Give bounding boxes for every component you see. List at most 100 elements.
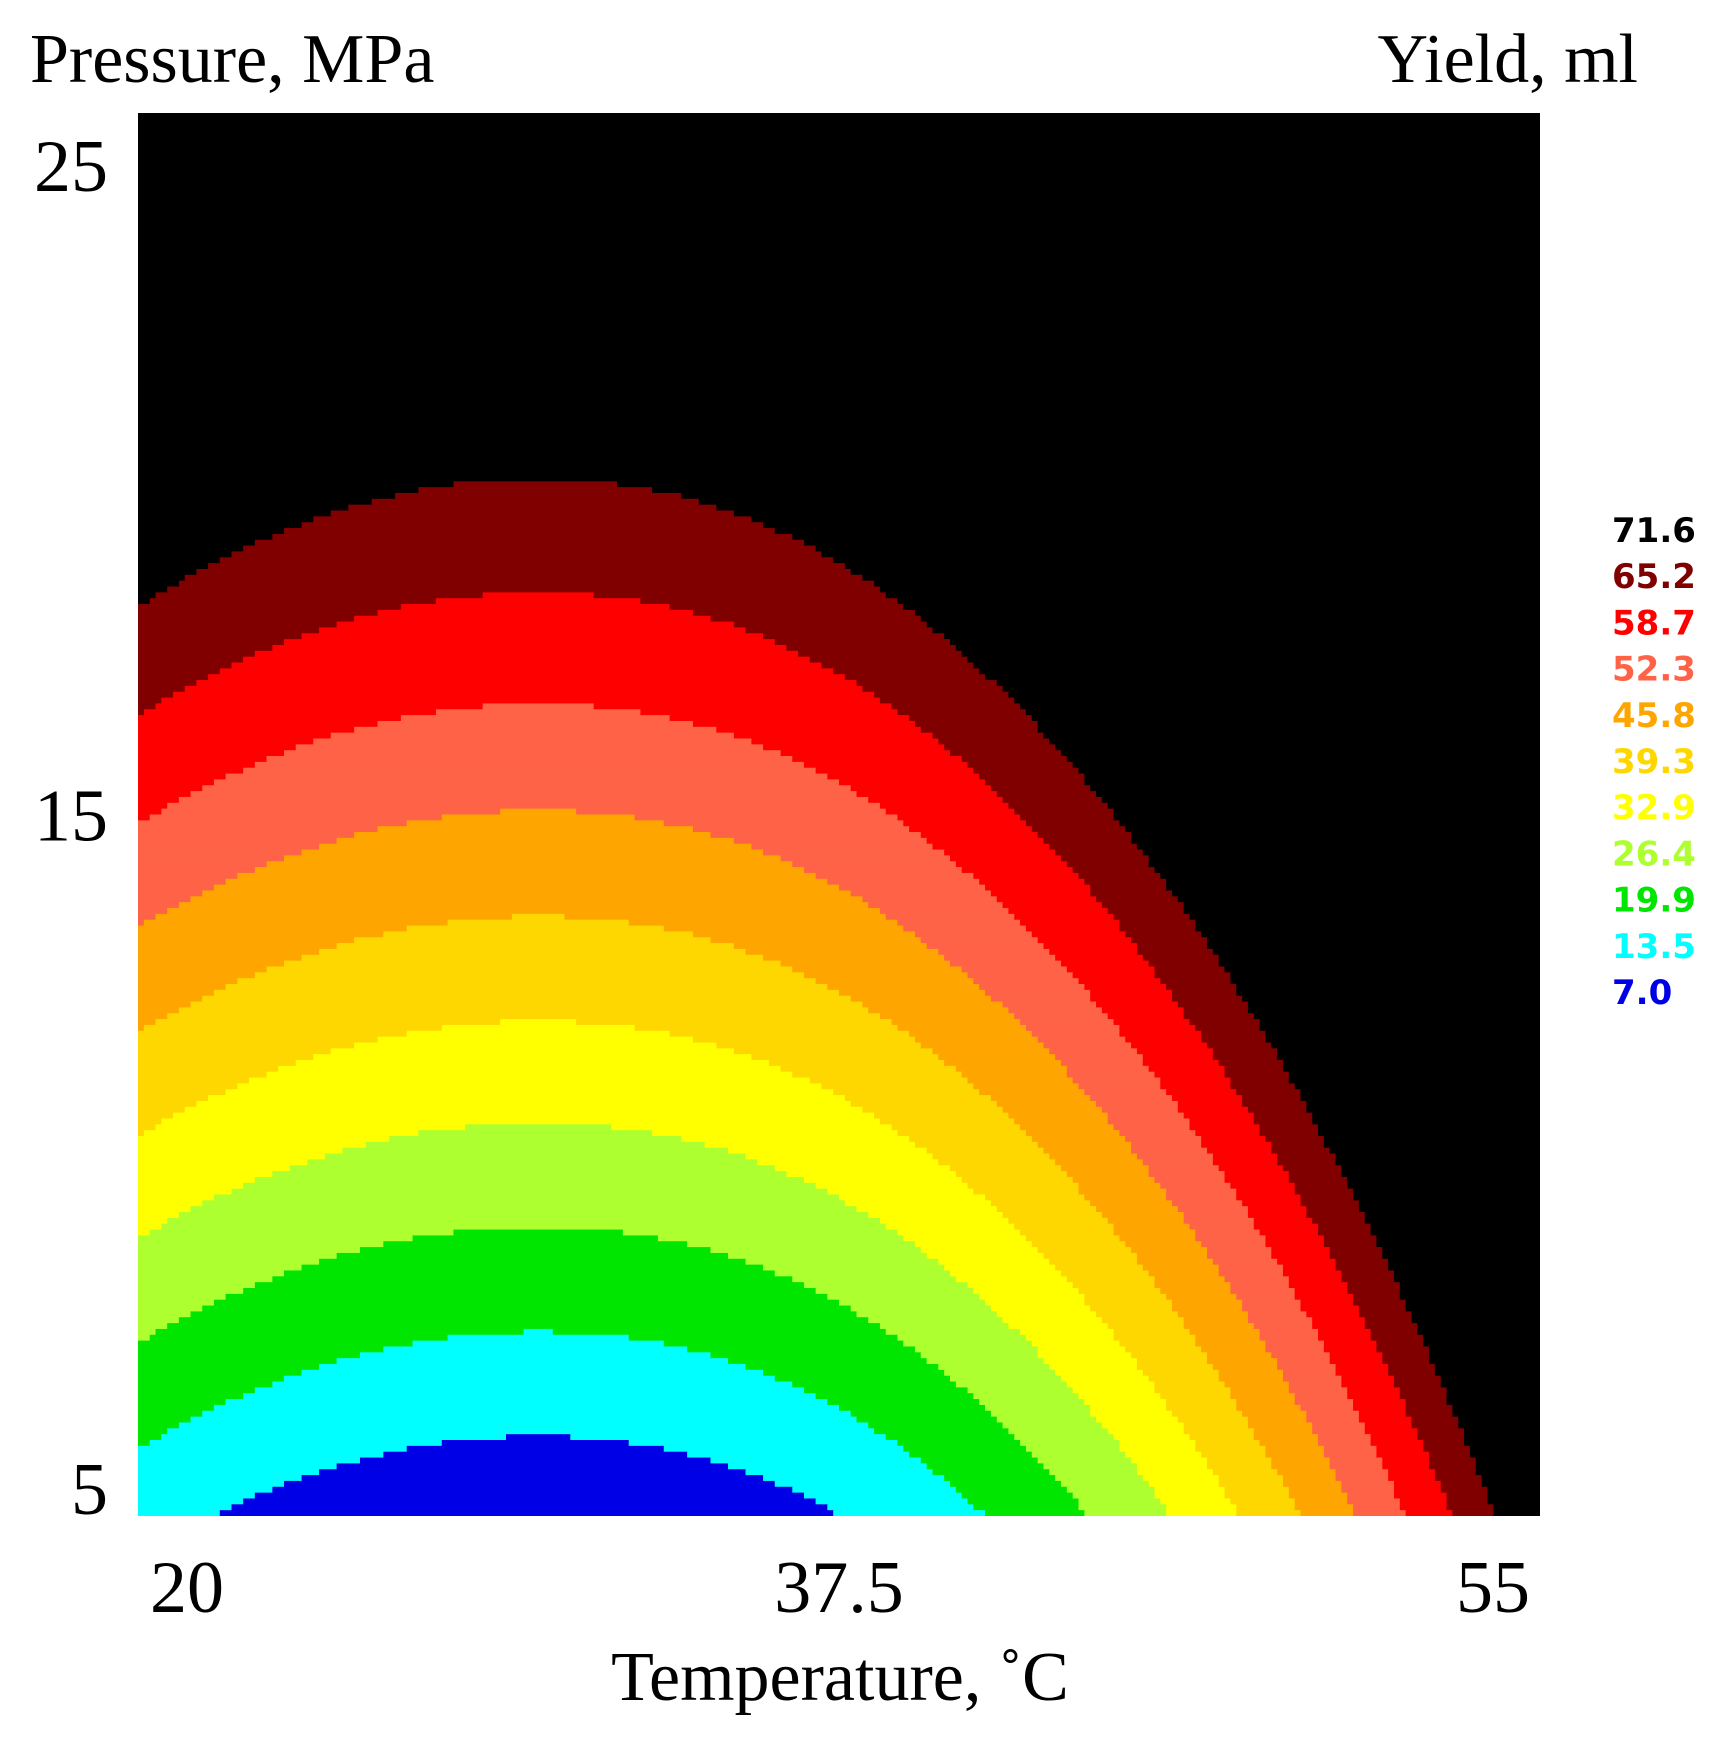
contour-cell: [208, 674, 846, 681]
contour-cell: [1341, 1270, 1395, 1277]
contour-cell: [961, 966, 1068, 973]
contour-cell: [167, 1013, 881, 1020]
contour-cell: [330, 510, 735, 517]
contour-cell: [1166, 1293, 1237, 1301]
legend-level-label: 26.4: [1612, 834, 1696, 874]
contour-cell: [406, 820, 665, 827]
contour-cell: [1306, 1410, 1360, 1418]
contour-cell: [418, 1130, 653, 1137]
contour-cell: [511, 913, 566, 921]
contour-cell: [1253, 1428, 1313, 1435]
contour-cell: [1294, 1293, 1354, 1301]
contour-cell: [447, 919, 630, 927]
contour-cell: [1136, 1358, 1208, 1365]
contour-cell: [763, 1475, 945, 1482]
contour-cell: [1294, 1498, 1348, 1505]
contour-cell: [138, 335, 1540, 342]
contour-cell: [1020, 814, 1115, 821]
legend-level-label: 19.9: [1612, 881, 1696, 921]
legend-level-label: 71.6: [1612, 511, 1696, 551]
contour-cell: [231, 1188, 828, 1196]
contour-cell: [949, 1480, 1062, 1488]
contour-cell: [1148, 1270, 1220, 1277]
contour-cell: [1119, 1340, 1196, 1348]
contour-cell: [552, 1328, 887, 1336]
contour-cell: [138, 212, 1540, 219]
contour-cell: [354, 726, 717, 734]
contour-cell: [138, 796, 180, 804]
contour-cell: [733, 621, 928, 629]
contour-cell: [1218, 954, 1540, 962]
contour-cell: [1306, 1206, 1360, 1213]
contour-cell: [862, 1106, 1004, 1114]
contour-cell: [1393, 1381, 1442, 1388]
contour-cell: [202, 785, 852, 792]
contour-cell: [138, 720, 379, 728]
contour-cell: [1060, 750, 1540, 757]
contour-cell: [1247, 1212, 1307, 1219]
contour-cell: [412, 1340, 665, 1348]
contour-cell: [897, 709, 1027, 716]
contour-cell: [1230, 1387, 1290, 1394]
contour-cell: [973, 1393, 1080, 1400]
contour-cell: [1055, 1369, 1144, 1377]
contour-cell: [897, 919, 1021, 927]
contour-cell: [1353, 1293, 1401, 1301]
legend-level-label: 13.5: [1612, 927, 1696, 967]
contour-cell: [803, 1492, 963, 1500]
contour-cell: [138, 1188, 233, 1196]
contour-cell: [1154, 1276, 1226, 1283]
contour-cell: [1218, 1060, 1284, 1067]
contour-cell: [1090, 890, 1173, 897]
contour-cell: [920, 1247, 1039, 1254]
contour-cell: [944, 633, 1540, 640]
contour-cell: [278, 1065, 782, 1073]
contour-cell: [1084, 1293, 1167, 1301]
contour-cell: [1370, 1440, 1424, 1447]
contour-cell: [138, 481, 455, 488]
contour-cell: [1037, 1141, 1132, 1149]
contour-cell: [938, 1258, 1050, 1266]
contour-cell: [138, 639, 285, 646]
contour-cell: [266, 966, 793, 973]
contour-cell: [1236, 989, 1540, 997]
contour-cell: [1096, 896, 1179, 903]
contour-cell: [938, 948, 1050, 956]
contour-cell: [973, 767, 1080, 775]
contour-cell: [1446, 1504, 1494, 1511]
contour-cell: [196, 680, 858, 687]
contour-cell: [1125, 1451, 1202, 1459]
contour-cell: [348, 504, 717, 512]
contour-cell: [967, 972, 1074, 979]
contour-cell: [1318, 1223, 1372, 1231]
contour-cell: [844, 563, 1540, 570]
contour-cell: [523, 1328, 554, 1336]
contour-cell: [850, 995, 992, 1003]
contour-cell: [733, 732, 934, 740]
contour-cell: [1230, 1288, 1296, 1295]
contour-cell: [704, 1141, 916, 1149]
contour-cell: [938, 1054, 1056, 1061]
contour-cell: [996, 1416, 1097, 1424]
contour-cell: [138, 487, 419, 494]
contour-cell: [1055, 849, 1144, 857]
contour-cell: [1025, 820, 1120, 827]
contour-cell: [1177, 1206, 1249, 1213]
contour-cell: [178, 796, 869, 804]
contour-cell: [149, 1334, 449, 1342]
contour-cell: [1166, 1188, 1237, 1196]
contour-cell: [955, 1381, 1068, 1388]
contour-cell: [891, 1019, 1021, 1026]
contour-cell: [138, 849, 303, 857]
contour-cell: [1101, 1422, 1185, 1429]
contour-cell: [190, 896, 863, 903]
contour-cell: [979, 984, 1085, 991]
contour-cell: [138, 136, 1540, 143]
contour-cell: [190, 1416, 858, 1424]
contour-cell: [225, 773, 828, 781]
contour-cell: [336, 621, 735, 629]
contour-cell: [1242, 995, 1540, 1003]
contour-cell: [330, 732, 735, 740]
contour-cell: [143, 919, 449, 927]
